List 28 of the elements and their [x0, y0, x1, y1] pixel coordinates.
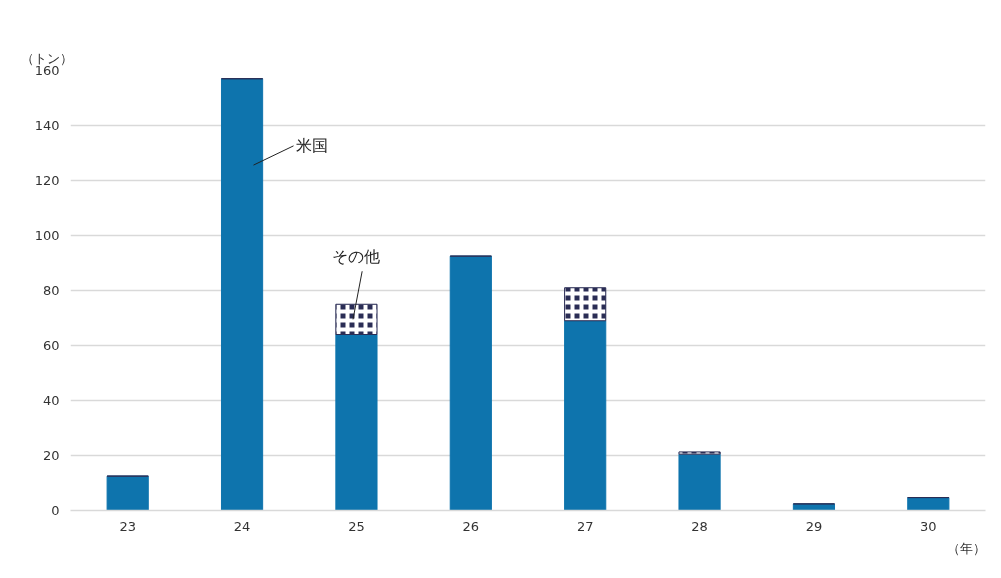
bar: [678, 453, 721, 511]
bar: [449, 255, 492, 511]
bar: [564, 320, 607, 511]
x-tick-label: 29: [805, 518, 823, 534]
bar: [907, 497, 950, 511]
x-tick-label: 24: [233, 518, 251, 534]
x-tick-label: 28: [691, 518, 708, 534]
y-tick-label: 60: [42, 338, 60, 353]
x-tick-label: 23: [119, 518, 136, 534]
x-tick-label: 26: [462, 518, 480, 534]
x-tick-label: 30: [920, 518, 937, 534]
y-tick-label: 80: [42, 283, 60, 298]
y-tick-label: 20: [42, 448, 60, 463]
x-axis-title: （年）: [946, 540, 986, 556]
text: 米国: [295, 136, 328, 156]
y-tick-label: 0: [51, 503, 60, 518]
y-tick-label: 40: [42, 393, 60, 408]
bar: [335, 334, 378, 511]
bar: [106, 475, 149, 511]
text: その他: [332, 246, 381, 266]
bar: [220, 78, 264, 511]
y-tick-label: 140: [34, 118, 60, 133]
y-tick-label: 100: [34, 228, 60, 243]
y-tick-label: 160: [34, 63, 60, 78]
y-axis-title: （トン）: [20, 50, 73, 66]
y-tick-label: 120: [34, 173, 60, 188]
x-tick-label: 25: [348, 518, 365, 534]
x-tick-label: 27: [576, 518, 594, 534]
